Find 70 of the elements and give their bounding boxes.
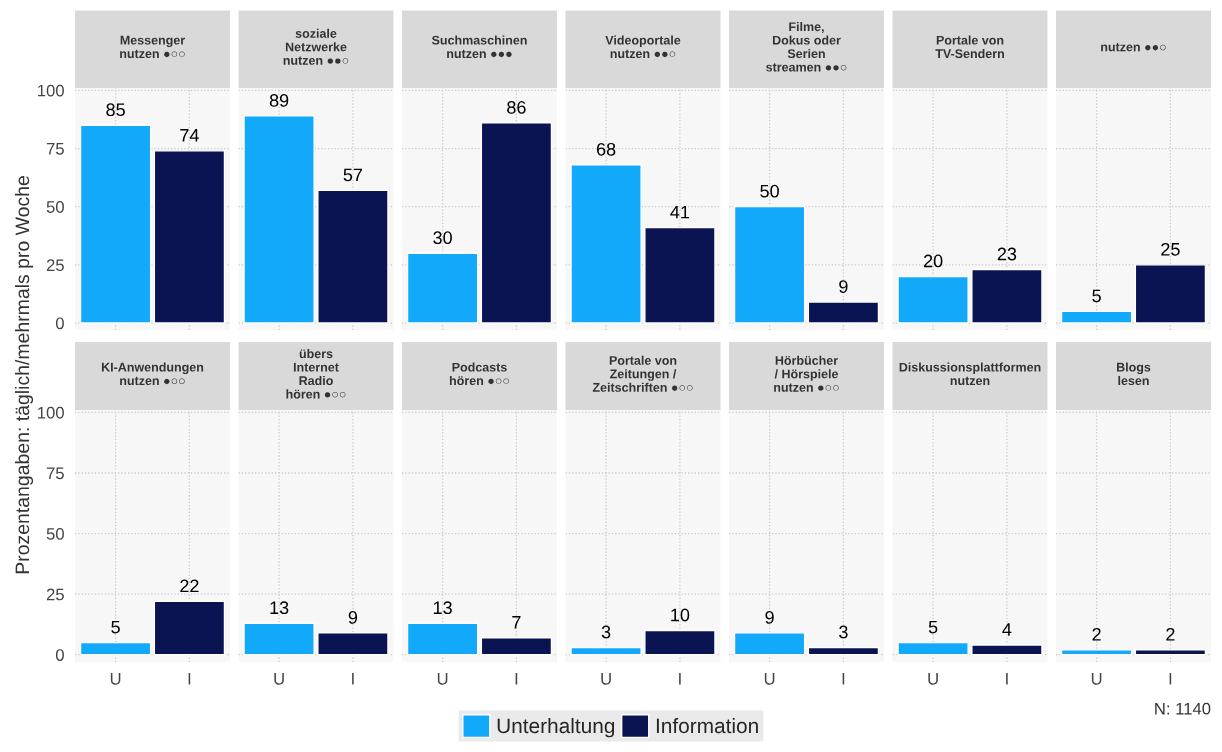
text: N: 1140 — [1155, 702, 1211, 715]
data-label: 41 — [670, 205, 690, 219]
y-axis-title: Prozentangaben: täglich/mehrmals pro Woche — [14, 176, 34, 574]
data-label: 85 — [106, 103, 125, 117]
x-tick-label: I — [188, 673, 191, 685]
chart-title: soziale Netzwerke nutzen ●●○ — [283, 28, 349, 65]
legend-label: Information — [656, 717, 758, 734]
data-label: 74 — [180, 129, 199, 142]
data-label: 4 — [1002, 623, 1012, 636]
chart-title: Filme, Dokus oder Serien streamen ●●○ — [766, 21, 847, 72]
data-label: 86 — [507, 100, 526, 114]
y-tick-label: 0 — [55, 317, 64, 330]
chart-title: übers Internet Radio hören ●○○ — [286, 348, 346, 399]
data-label: 3 — [601, 625, 611, 639]
data-label: 57 — [343, 168, 363, 182]
data-label: 13 — [270, 601, 289, 615]
data-label: 3 — [839, 625, 848, 639]
x-tick-label: I — [515, 673, 518, 685]
x-tick-label: U — [1091, 673, 1102, 685]
legend-label: Unterhaltung — [497, 717, 615, 738]
y-tick-label: 100 — [38, 406, 64, 419]
x-tick-label: U — [601, 673, 611, 685]
x-tick-label: U — [764, 673, 775, 685]
data-label: 89 — [269, 94, 289, 107]
data-label: 2 — [1092, 627, 1101, 641]
chart-title: Hörbücher / Hörspiele nutzen ●○○ — [774, 355, 839, 392]
chart-title: Videoportale nutzen ●●○ — [605, 35, 681, 59]
chart-title: Portale von Zeitungen / Zeitschriften ●○○ — [592, 355, 693, 392]
x-tick-label: U — [110, 673, 121, 685]
x-tick-label: U — [274, 673, 284, 685]
y-tick-label: 25 — [46, 588, 64, 601]
data-label: 9 — [765, 611, 774, 624]
y-tick-label: 50 — [46, 201, 64, 213]
data-label: 25 — [1161, 242, 1180, 256]
data-label: 5 — [928, 620, 938, 634]
data-label: 9 — [348, 611, 358, 624]
x-tick-label: I — [842, 673, 845, 685]
data-label: 10 — [671, 608, 690, 622]
data-label: 9 — [839, 280, 848, 293]
chart-title: Diskussionsplattformen nutzen — [899, 362, 1041, 386]
y-tick-label: 0 — [55, 649, 64, 661]
y-tick-label: 100 — [38, 84, 64, 97]
data-label: 13 — [433, 601, 452, 615]
chart-title: nutzen ●●○ — [1101, 43, 1166, 52]
chart-title: Podcasts hören ●○○ — [449, 362, 509, 386]
data-label: 5 — [111, 620, 120, 634]
chart-title: Messenger nutzen ●○○ — [120, 35, 185, 59]
y-tick-label: 50 — [46, 527, 64, 540]
chart-title: Portale von TV-Sendern — [935, 35, 1004, 59]
data-label: 20 — [923, 254, 943, 268]
data-label: 30 — [433, 231, 452, 245]
x-tick-label: I — [1169, 673, 1172, 685]
x-tick-label: I — [679, 673, 681, 685]
data-label: 22 — [180, 579, 199, 593]
y-tick-label: 75 — [46, 143, 64, 155]
chart-title: Suchmaschinen nutzen ●●● — [431, 35, 527, 59]
y-tick-label: 25 — [46, 259, 64, 272]
x-tick-label: U — [437, 673, 448, 685]
data-label: 5 — [1092, 289, 1101, 303]
chart-title: Blogs lesen — [1116, 362, 1151, 386]
data-label: 23 — [997, 247, 1017, 261]
x-tick-label: I — [1006, 673, 1008, 685]
chart-title: KI-Anwendungen nutzen ●○○ — [101, 362, 204, 386]
x-tick-label: I — [352, 673, 354, 685]
data-label: 2 — [1166, 627, 1175, 641]
y-tick-label: 75 — [46, 467, 64, 480]
data-label: 7 — [512, 616, 521, 629]
x-tick-label: U — [928, 673, 938, 685]
data-label: 68 — [596, 142, 616, 156]
data-label: 50 — [760, 184, 779, 198]
